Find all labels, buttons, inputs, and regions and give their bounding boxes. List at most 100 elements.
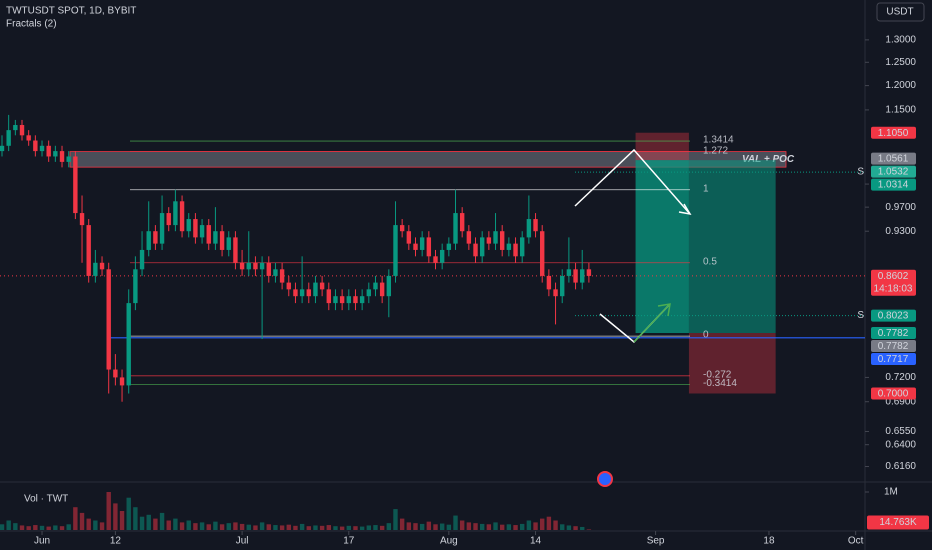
volume-bar	[479, 523, 485, 530]
y-tick-label: 0.9700	[885, 202, 916, 213]
volume-bar	[93, 520, 98, 530]
candle-body	[246, 262, 251, 270]
candle-body	[153, 231, 158, 244]
price-tag	[871, 340, 916, 353]
candle-body	[339, 296, 345, 304]
volume-bar	[566, 525, 572, 530]
candle-body	[226, 237, 231, 250]
fib-label: 0.5	[703, 256, 717, 267]
volume-bar	[379, 525, 385, 530]
volume-bar	[406, 522, 412, 530]
x-tick-label: Aug	[440, 536, 458, 547]
volume-bar	[133, 507, 138, 530]
candle-body	[473, 243, 478, 257]
candle-body	[313, 282, 318, 297]
candle-body	[399, 225, 405, 232]
price-tag	[871, 269, 916, 296]
candle-body	[279, 269, 285, 283]
candle-body	[239, 262, 245, 270]
volume-bar	[86, 518, 91, 530]
y-tick-label: 0.6160	[885, 461, 916, 472]
volume-last-tag	[867, 515, 929, 530]
support-label: S	[857, 167, 864, 178]
volume-bar	[453, 515, 458, 530]
candle-body	[520, 237, 525, 257]
candle-body	[386, 275, 392, 297]
candle-body	[306, 289, 311, 297]
volume-bar	[79, 512, 85, 530]
candle-body	[479, 237, 485, 257]
candle-body	[333, 296, 338, 304]
candle-body	[446, 243, 452, 250]
candle-body	[213, 231, 218, 244]
volume-bar	[319, 525, 325, 530]
candle-body	[566, 269, 572, 276]
volume-bar	[399, 518, 405, 530]
volume-bar	[199, 522, 205, 530]
volume-bar	[386, 523, 392, 530]
candle-body	[499, 231, 505, 250]
candle-body	[0, 145, 5, 152]
candle-body	[166, 213, 171, 226]
candle-body	[319, 282, 325, 290]
volume-title: Vol · TWT	[24, 494, 68, 505]
volume-bar	[353, 526, 358, 530]
candle-body	[553, 289, 558, 297]
candle-body	[586, 269, 592, 276]
candle-body	[426, 237, 432, 257]
y-tick-label: 1.3000	[885, 35, 916, 46]
candle-body	[373, 282, 378, 290]
projection-arrow-up	[633, 303, 671, 343]
symbol-title: TWTUSDT SPOT, 1D, BYBIT	[6, 6, 136, 17]
x-tick-label: 14	[530, 536, 542, 547]
price-tag	[871, 152, 916, 165]
volume-bar	[339, 526, 345, 530]
price-tag-label: 0.7717	[878, 354, 909, 365]
candle-body	[413, 243, 418, 250]
candle-body	[233, 237, 238, 263]
candle-body	[19, 125, 25, 136]
volume-bar	[560, 524, 565, 530]
volume-bar	[459, 520, 465, 530]
x-tick-label: Oct	[848, 536, 864, 547]
candle-body	[26, 135, 31, 141]
volume-bar	[66, 524, 71, 530]
volume-bar	[573, 526, 578, 530]
currency-label[interactable]: USDT	[886, 7, 913, 18]
price-tag	[871, 353, 916, 366]
arrow-head	[678, 203, 692, 216]
candle-body	[266, 262, 271, 276]
volume-bar	[299, 523, 305, 530]
currency-button[interactable]	[876, 2, 925, 22]
volume-bar	[486, 524, 492, 530]
target-zone	[635, 160, 689, 334]
candle-body	[379, 282, 385, 297]
candle-body	[439, 249, 445, 263]
volume-bar	[179, 522, 185, 530]
countdown-label: 14:18:03	[874, 283, 913, 294]
volume-bar	[586, 529, 592, 530]
y-tick-label: 0.9300	[885, 226, 916, 237]
volume-bar	[333, 526, 338, 530]
candle-body	[493, 231, 498, 244]
flag-icon[interactable]	[597, 471, 613, 487]
target-zone	[688, 160, 776, 334]
volume-bar	[373, 525, 378, 530]
candle-body	[433, 256, 438, 263]
candle-body	[106, 269, 111, 370]
candle-body	[186, 219, 191, 232]
volume-bar	[446, 524, 452, 530]
candle-body	[573, 269, 578, 283]
candle-body	[259, 262, 265, 270]
price-tag	[871, 309, 916, 322]
volume-bar	[119, 510, 125, 530]
candle-body	[93, 262, 98, 276]
volume-bar	[473, 523, 478, 530]
volume-bar	[553, 520, 558, 530]
volume-bar	[239, 523, 245, 530]
x-tick-label: Jul	[236, 536, 249, 547]
candle-body	[13, 125, 18, 131]
candle-body	[366, 289, 372, 297]
candle-body	[299, 289, 305, 297]
